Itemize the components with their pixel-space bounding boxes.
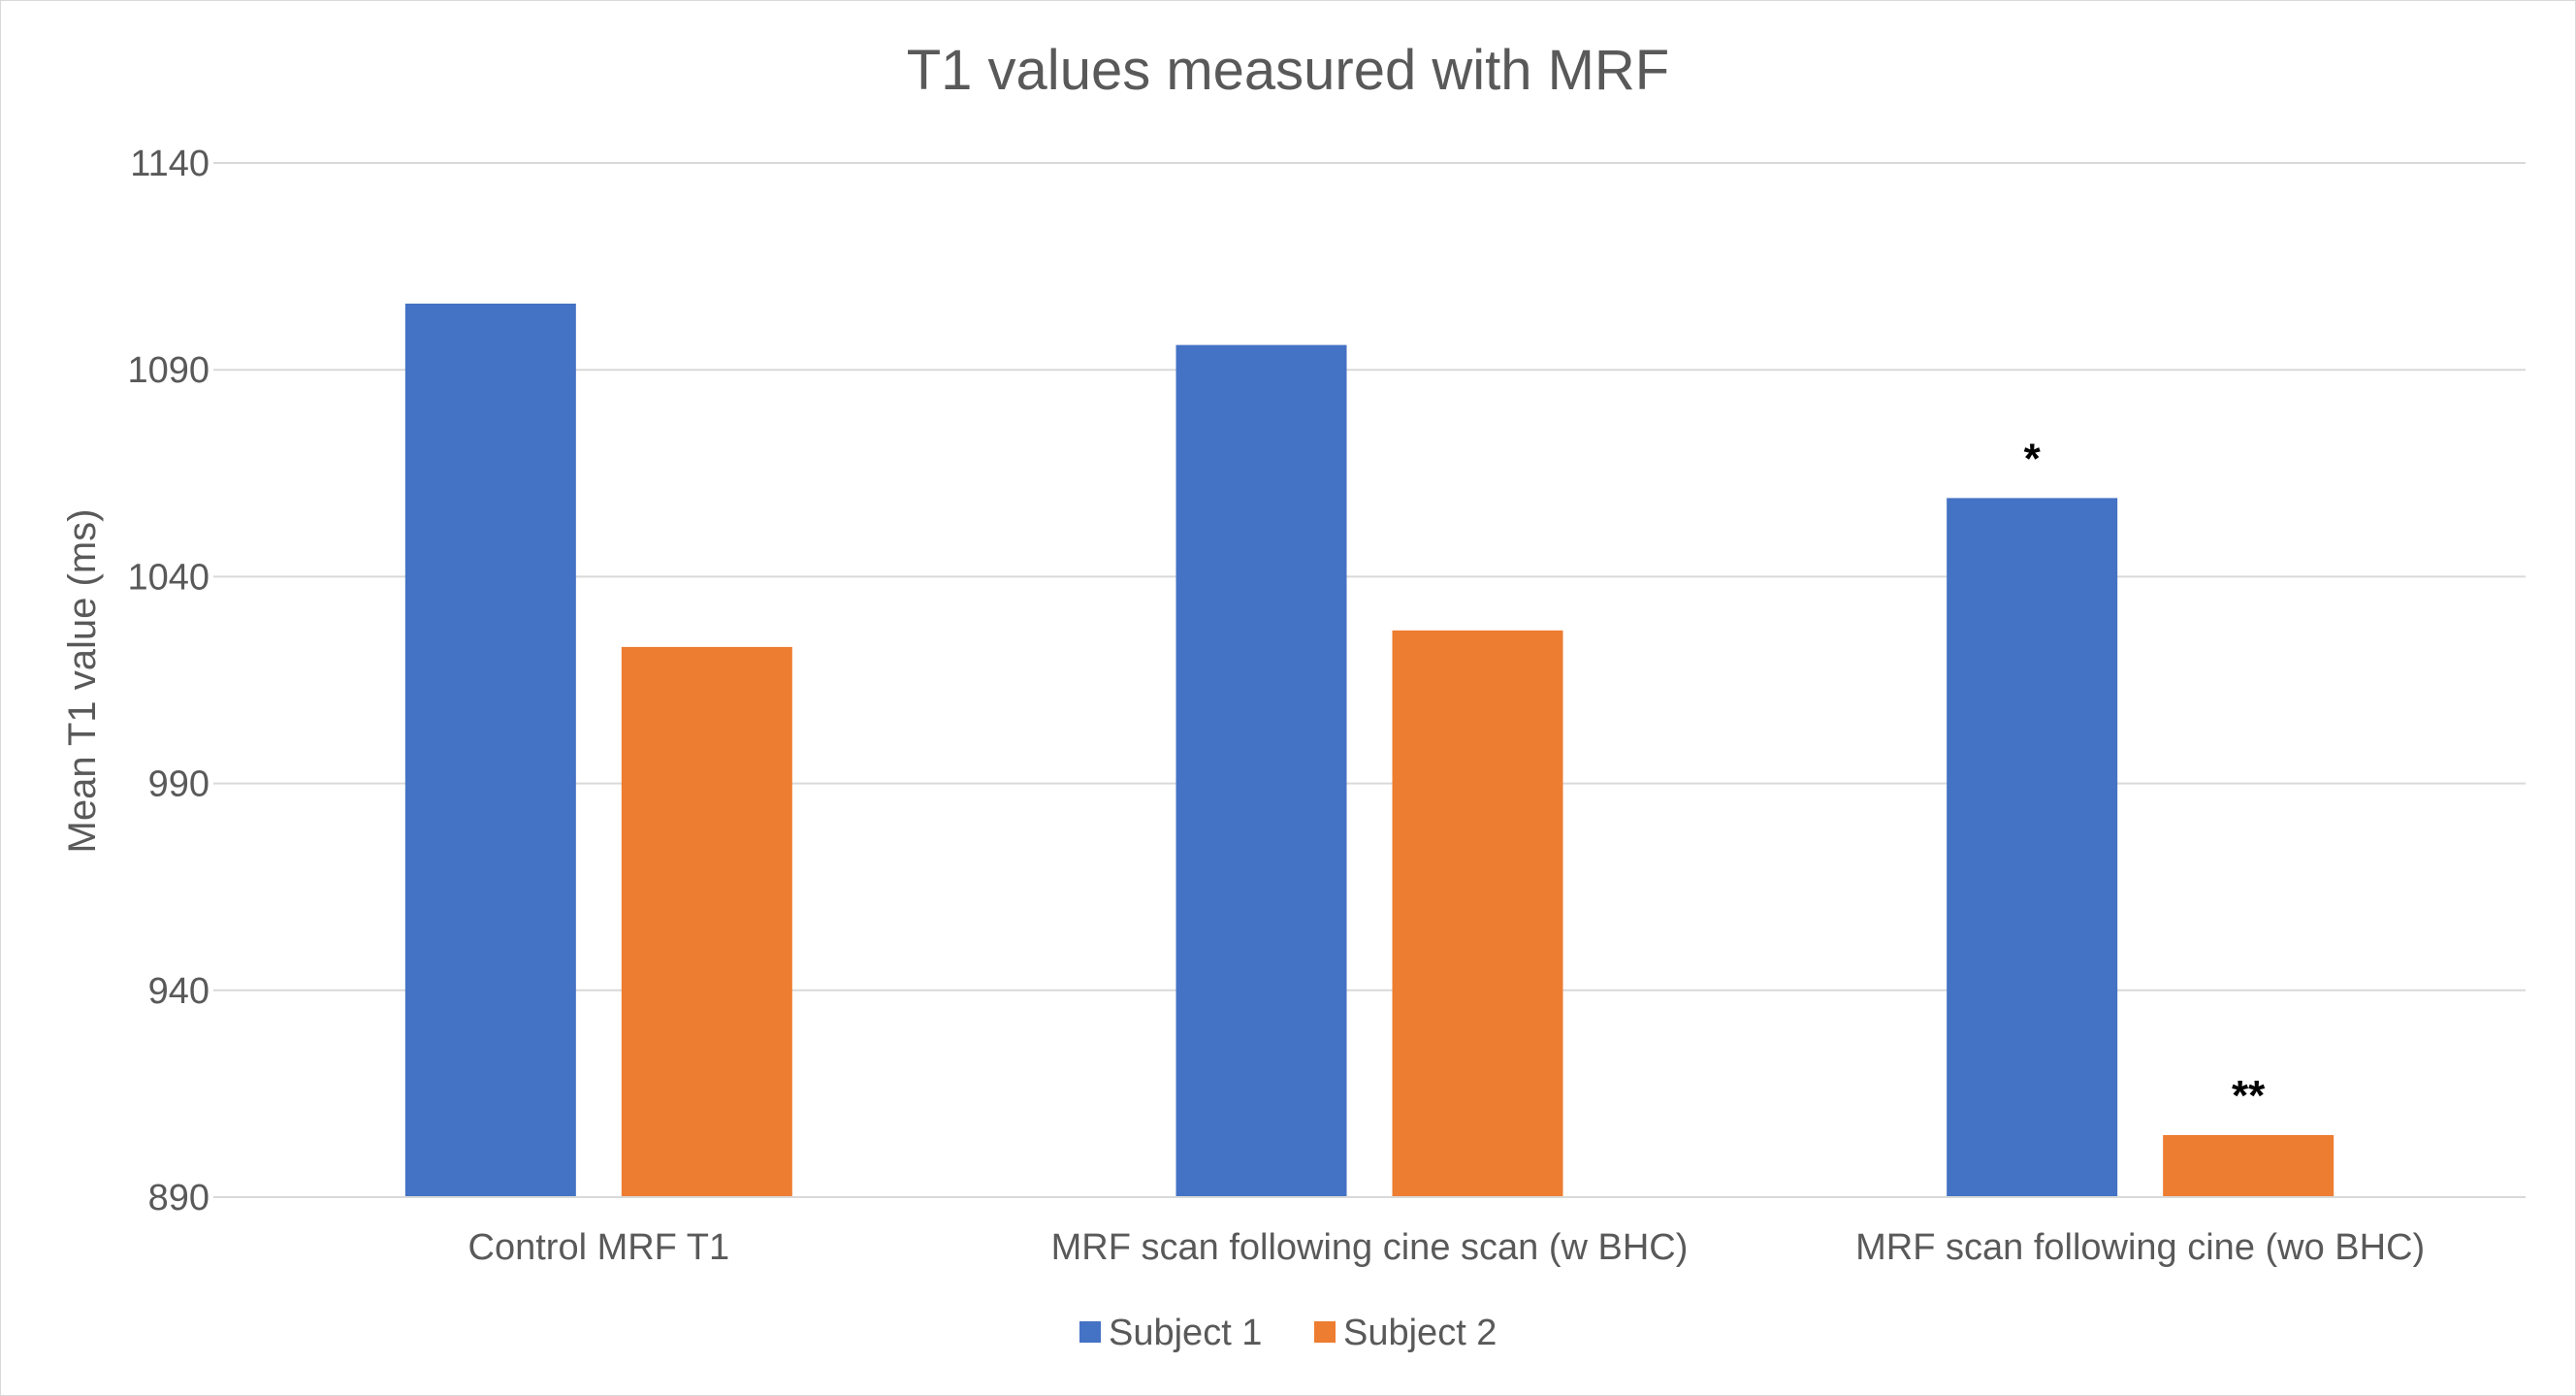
chart-title: T1 values measured with MRF (907, 39, 1669, 102)
legend: Subject 1 Subject 2 (1079, 1313, 1497, 1353)
legend-swatch-subject-1 (1079, 1321, 1101, 1343)
legend-label: Subject 1 (1109, 1313, 1262, 1353)
significance-marker: * (2024, 435, 2042, 482)
legend-label: Subject 2 (1343, 1313, 1497, 1353)
y-tick-label: 940 (148, 971, 209, 1012)
bar-subject-2-2 (2163, 1135, 2334, 1197)
gridlines (213, 162, 2526, 991)
significance-marker: ** (2232, 1072, 2266, 1120)
bar-subject-1-0 (404, 303, 576, 1197)
bars (404, 303, 2334, 1198)
x-category-label: MRF scan following cine scan (w BHC) (1051, 1227, 1689, 1268)
bar-annotations: *** (2024, 435, 2267, 1120)
y-axis-label: Mean T1 value (ms) (61, 509, 104, 854)
y-tick-label: 1140 (130, 144, 209, 184)
x-axis-category-labels: Control MRF T1 MRF scan following cine sc… (468, 1227, 2426, 1268)
y-axis-ticks: 890 940 990 1040 1090 1140 (127, 144, 209, 1218)
y-tick-label: 990 (148, 764, 209, 805)
y-tick-label: 1040 (127, 557, 209, 598)
bar-subject-2-1 (1392, 630, 1563, 1197)
legend-swatch-subject-2 (1314, 1321, 1336, 1343)
x-category-label: Control MRF T1 (468, 1227, 730, 1268)
bar-subject-1-1 (1175, 344, 1347, 1198)
y-tick-label: 890 (148, 1178, 209, 1218)
bar-subject-2-0 (621, 646, 792, 1197)
y-tick-label: 1090 (127, 350, 209, 391)
bar-subject-1-2 (1947, 498, 2118, 1197)
x-category-label: MRF scan following cine (wo BHC) (1855, 1227, 2425, 1268)
